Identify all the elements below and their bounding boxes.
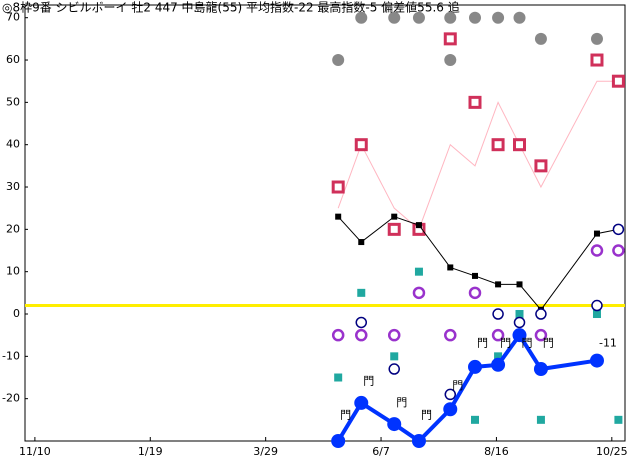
point	[387, 222, 401, 236]
point	[472, 272, 478, 279]
point	[390, 352, 399, 361]
plot-frame	[24, 4, 626, 442]
point	[590, 53, 604, 67]
annotation: 門	[396, 396, 407, 409]
point	[492, 308, 504, 320]
point	[387, 328, 401, 342]
point	[332, 54, 345, 67]
point	[513, 11, 526, 24]
point	[444, 328, 457, 342]
y-tick-label: -10	[2, 349, 20, 362]
y-tick-label: 30	[6, 180, 20, 193]
x-tick-label: 8/16	[484, 445, 509, 458]
point	[491, 328, 505, 342]
point	[414, 267, 423, 276]
point	[536, 415, 545, 424]
point	[447, 264, 454, 271]
point	[335, 213, 342, 220]
point	[589, 353, 604, 368]
point	[513, 316, 526, 329]
point	[534, 32, 547, 45]
annotation: 門	[363, 375, 374, 388]
point	[612, 223, 625, 236]
point	[611, 74, 625, 88]
point	[468, 95, 482, 109]
point	[388, 363, 400, 375]
point	[513, 138, 527, 152]
x-tick-label: 3/29	[253, 445, 278, 458]
point	[535, 308, 547, 320]
annotation: 門	[477, 337, 488, 350]
point	[444, 54, 457, 67]
point	[468, 286, 482, 300]
point	[471, 415, 479, 424]
point	[494, 352, 503, 361]
y-tick-label: -20	[2, 392, 20, 405]
point	[492, 11, 505, 24]
y-tick-label: 10	[6, 265, 20, 278]
point	[444, 11, 457, 24]
y-tick-label: 20	[6, 222, 20, 235]
annotation: -11	[599, 337, 617, 350]
y-tick-label: 40	[6, 138, 20, 151]
x-tick-label: 11/10	[19, 445, 51, 458]
point	[591, 299, 603, 312]
point	[590, 244, 604, 257]
point	[355, 11, 368, 24]
point	[495, 281, 502, 288]
point	[355, 328, 368, 342]
annotation: 門	[340, 409, 351, 422]
point	[593, 230, 600, 237]
y-tick-label: 60	[6, 53, 20, 66]
annotation: 門	[452, 379, 463, 392]
annotation: 門	[421, 409, 432, 422]
y-tick-label: 70	[6, 11, 20, 24]
point	[614, 415, 623, 424]
point	[516, 281, 523, 288]
point	[512, 328, 527, 343]
y-tick-label: 50	[6, 95, 20, 108]
point	[331, 180, 345, 194]
point	[468, 359, 482, 374]
point	[412, 286, 426, 300]
x-tick-label: 10/25	[596, 445, 628, 458]
point	[590, 32, 603, 45]
point	[354, 138, 368, 152]
point	[331, 434, 346, 448]
point	[357, 288, 366, 297]
point	[533, 362, 548, 377]
point	[354, 395, 369, 410]
series-line	[337, 80, 619, 231]
point	[355, 316, 368, 329]
x-tick-label: 6/7	[372, 445, 390, 458]
chart-title: ◎8枠9番 シビルボーイ 牡2 447 中島龍(55) 平均指数-22 最高指数…	[2, 0, 460, 15]
point	[388, 11, 401, 24]
point	[358, 239, 365, 246]
point	[334, 373, 343, 382]
point	[443, 402, 458, 417]
x-tick-label: 1/19	[138, 445, 163, 458]
point	[469, 11, 481, 24]
point	[444, 388, 457, 401]
y-tick-label: 0	[13, 307, 20, 320]
point	[391, 213, 398, 220]
point	[415, 222, 422, 229]
point	[491, 357, 506, 372]
point	[411, 434, 426, 448]
series-line	[336, 331, 598, 444]
point	[592, 310, 601, 319]
annotation: 門	[522, 337, 533, 350]
annotation: 門	[500, 337, 511, 350]
point	[515, 310, 524, 319]
annotation: 門	[543, 337, 554, 350]
point	[412, 11, 425, 24]
point	[443, 32, 457, 46]
point	[331, 328, 345, 342]
point	[612, 244, 625, 257]
point	[491, 138, 505, 152]
point	[534, 328, 548, 342]
point	[387, 417, 402, 432]
point	[534, 159, 548, 173]
